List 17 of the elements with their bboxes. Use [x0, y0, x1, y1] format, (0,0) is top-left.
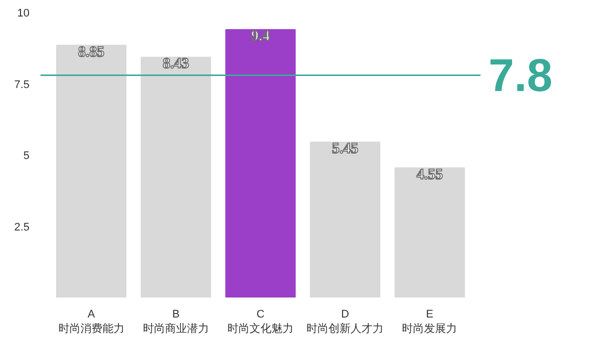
y-tick-label: 2.5: [14, 221, 30, 234]
bar: [140, 56, 212, 298]
bar: [225, 29, 296, 298]
x-tick-label: A 时尚消费能力: [58, 308, 124, 335]
y-tick-label: 10: [17, 8, 30, 20]
x-tick-label: E 时尚发展力: [402, 308, 458, 335]
x-tick-label: B 时尚商业潜力: [142, 308, 209, 335]
bar: [394, 167, 465, 298]
y-tick-label: 5: [23, 150, 30, 162]
ref-line-label: 7.8: [488, 49, 552, 102]
y-tick-label: 7.5: [14, 78, 30, 91]
data-label: 9.4: [251, 28, 270, 45]
bar: [310, 142, 380, 298]
x-tick-label: D 时尚创新人才力: [306, 308, 384, 335]
data-label: 8.43: [162, 56, 190, 72]
x-tick-label: C 时尚文化魅力: [228, 308, 294, 335]
bar: [56, 44, 126, 298]
